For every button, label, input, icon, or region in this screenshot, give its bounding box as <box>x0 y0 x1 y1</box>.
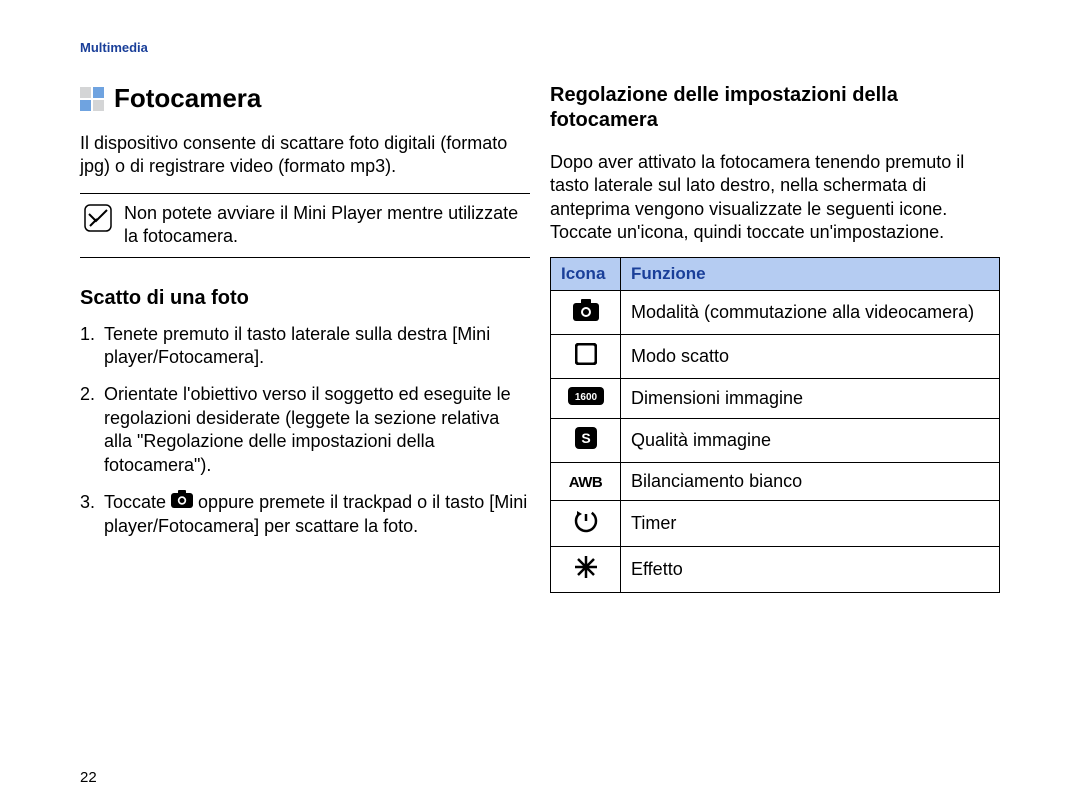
note-box: Non potete avviare il Mini Player mentre… <box>80 193 530 258</box>
step-1: Tenete premuto il tasto laterale sulla d… <box>80 323 530 370</box>
subheading-scatto: Scatto di una foto <box>80 286 530 311</box>
table-row: Timer <box>551 500 1000 546</box>
svg-text:1600: 1600 <box>574 392 597 403</box>
function-cell: Bilanciamento bianco <box>621 462 1000 500</box>
th-icona: Icona <box>551 257 621 290</box>
awb-icon: AWB <box>551 462 621 500</box>
step-2: Orientate l'obiettivo verso il soggetto … <box>80 383 530 477</box>
function-cell: Effetto <box>621 546 1000 592</box>
icon-table: Icona Funzione Modalità (commutazione al… <box>550 257 1000 593</box>
s-icon: S <box>551 418 621 462</box>
breadcrumb: Multimedia <box>80 40 1020 55</box>
square-icon <box>551 334 621 378</box>
left-column: Fotocamera Il dispositivo consente di sc… <box>80 83 530 593</box>
step-3: Toccate oppure premete il trackpad o il … <box>80 491 530 539</box>
table-row: Effetto <box>551 546 1000 592</box>
function-cell: Timer <box>621 500 1000 546</box>
tiles-icon <box>80 87 104 111</box>
right-intro: Dopo aver attivato la fotocamera tenendo… <box>550 151 1000 245</box>
page-number: 22 <box>80 769 97 786</box>
note-icon <box>84 204 112 237</box>
intro-text: Il dispositivo consente di scattare foto… <box>80 132 530 179</box>
right-column: Regolazione delle impostazioni della fot… <box>550 83 1000 593</box>
star-icon <box>551 546 621 592</box>
note-text: Non potete avviare il Mini Player mentre… <box>124 202 526 249</box>
th-funzione: Funzione <box>621 257 1000 290</box>
camera-icon <box>171 490 193 514</box>
function-cell: Qualità immagine <box>621 418 1000 462</box>
table-row: AWBBilanciamento bianco <box>551 462 1000 500</box>
res-icon: 1600 <box>551 378 621 418</box>
title-text: Fotocamera <box>114 83 261 114</box>
page-title: Fotocamera <box>80 83 530 114</box>
table-row: 1600 Dimensioni immagine <box>551 378 1000 418</box>
subheading-regolazione: Regolazione delle impostazioni della fot… <box>550 83 1000 133</box>
timer-icon <box>551 500 621 546</box>
steps-list: Tenete premuto il tasto laterale sulla d… <box>80 323 530 539</box>
table-row: Modalità (commutazione alla videocamera) <box>551 290 1000 334</box>
table-row: Modo scatto <box>551 334 1000 378</box>
function-cell: Dimensioni immagine <box>621 378 1000 418</box>
function-cell: Modo scatto <box>621 334 1000 378</box>
svg-text:S: S <box>581 430 590 446</box>
table-row: S Qualità immagine <box>551 418 1000 462</box>
camera-icon <box>551 290 621 334</box>
function-cell: Modalità (commutazione alla videocamera) <box>621 290 1000 334</box>
